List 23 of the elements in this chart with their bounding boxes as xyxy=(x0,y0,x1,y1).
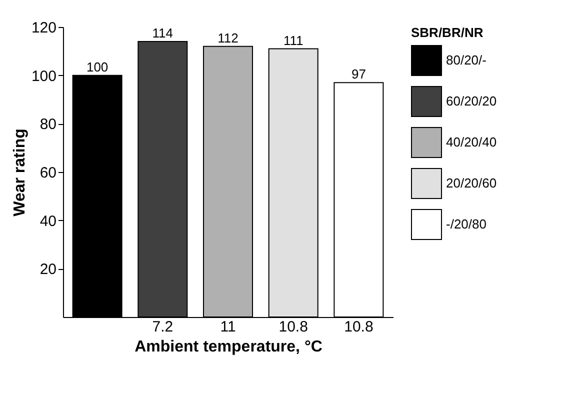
y-tick-label: 80 xyxy=(40,116,56,134)
data-label: 112 xyxy=(218,30,238,46)
y-tick-label: 120 xyxy=(31,20,56,36)
x-tick-label: 10.8 xyxy=(278,318,308,336)
x-tick-label: 11 xyxy=(220,318,236,336)
y-tick-label: 20 xyxy=(40,261,56,278)
legend-label: 60/20/20 xyxy=(446,94,497,108)
y-tick-label: 40 xyxy=(40,212,56,230)
data-label: 97 xyxy=(351,66,366,82)
legend-label: -/20/80 xyxy=(446,216,486,232)
y-tick-label: 60 xyxy=(40,164,56,182)
x-axis-title: Ambient temperature, °C xyxy=(134,338,323,356)
legend-label: 40/20/40 xyxy=(446,134,497,150)
x-tick-label: 7.2 xyxy=(152,318,174,336)
y-axis-title: Wear rating xyxy=(11,128,28,216)
data-label: 100 xyxy=(86,59,108,74)
legend-title: SBR/BR/NR xyxy=(411,25,484,40)
legend-label: 20/20/60 xyxy=(446,176,497,190)
data-label: 111 xyxy=(283,32,304,48)
y-tick-label: 100 xyxy=(31,68,56,85)
legend-label: 80/20/- xyxy=(446,52,486,68)
x-tick-label: 10.8 xyxy=(344,318,374,336)
data-label: 114 xyxy=(152,26,174,40)
